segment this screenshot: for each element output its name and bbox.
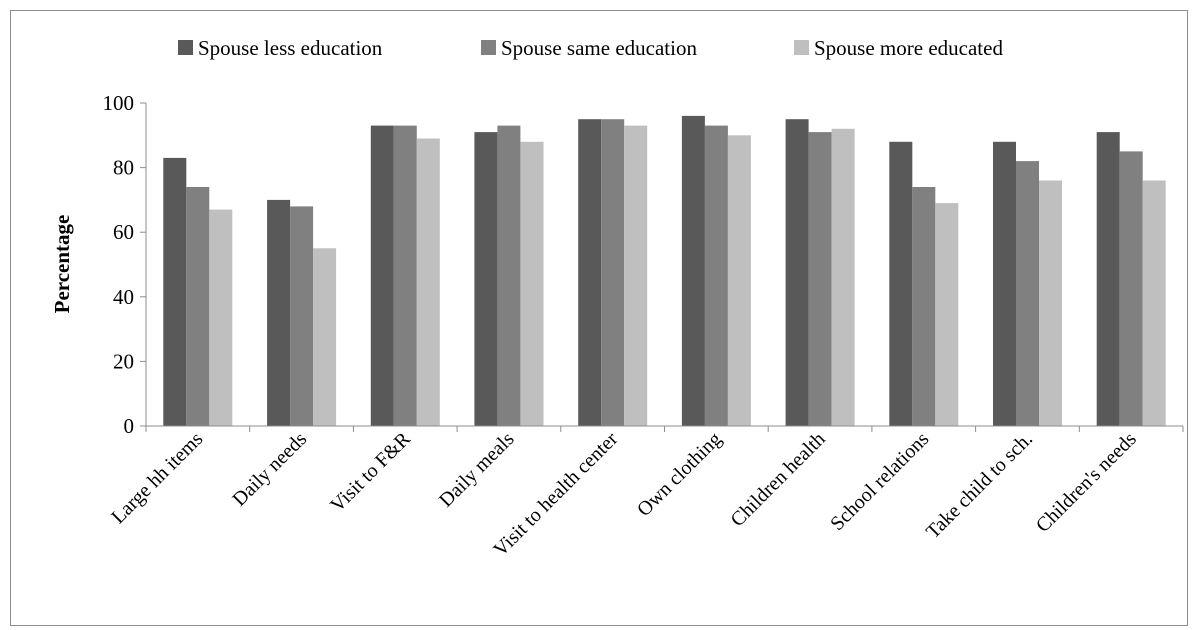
bar-school-relations-spouse-same-education <box>912 187 936 426</box>
y-tick-labels: 0 20 40 60 80 100 <box>103 91 135 438</box>
bar-visit-to-f-r-spouse-less-education <box>370 125 394 426</box>
bar-school-relations-spouse-less-education <box>889 141 913 427</box>
y-tick-label-100: 100 <box>103 91 135 115</box>
bar-children-health-spouse-same-education <box>808 132 832 426</box>
y-tick-label-60: 60 <box>113 220 134 244</box>
category-label-school-relations: School relations <box>826 428 933 535</box>
legend-swatch-spouse-less-education <box>178 40 193 55</box>
bars-layer <box>163 115 1166 427</box>
legend-label-spouse-less-education: Spouse less education <box>198 36 383 60</box>
category-label-large-hh-items: Large hh items <box>107 428 207 528</box>
category-label-daily-meals: Daily meals <box>435 428 519 512</box>
bar-visit-to-health-center-spouse-less-education <box>578 119 602 426</box>
y-tick-label-80: 80 <box>113 156 134 180</box>
legend-label-spouse-more-educated: Spouse more educated <box>814 36 1003 60</box>
category-label-children-health: Children health <box>726 428 829 531</box>
y-tick-label-20: 20 <box>113 349 134 373</box>
legend-swatch-spouse-more-educated <box>794 40 809 55</box>
y-tick-label-40: 40 <box>113 285 134 309</box>
bar-own-clothing-spouse-same-education <box>704 125 728 426</box>
bar-visit-to-health-center-spouse-same-education <box>601 119 625 426</box>
bar-children-health-spouse-less-education <box>785 119 809 426</box>
bar-large-hh-items-spouse-less-education <box>163 157 187 426</box>
bar-children-s-needs-spouse-same-education <box>1119 151 1143 426</box>
category-label-own-clothing: Own clothing <box>633 428 726 521</box>
bar-daily-needs-spouse-same-education <box>290 206 314 426</box>
category-label-take-child-to-sch: Take child to sch. <box>922 428 1037 543</box>
bar-children-s-needs-spouse-less-education <box>1096 132 1120 426</box>
legend-label-spouse-same-education: Spouse same education <box>501 36 697 60</box>
bar-visit-to-f-r-spouse-same-education <box>393 125 417 426</box>
bar-daily-meals-spouse-same-education <box>497 125 521 426</box>
bar-take-child-to-sch-spouse-less-education <box>993 141 1016 427</box>
bar-children-health-spouse-more-educated <box>831 128 855 427</box>
category-labels: Large hh items Daily needs Visit to F&R Dai… <box>107 428 1141 561</box>
category-label-visit-to-f-r: Visit to F&R <box>326 428 415 517</box>
bar-large-hh-items-spouse-more-educated <box>209 209 233 426</box>
bar-daily-needs-spouse-less-education <box>267 199 291 426</box>
bar-school-relations-spouse-more-educated <box>935 203 959 426</box>
bar-own-clothing-spouse-less-education <box>681 115 705 427</box>
legend-swatch-spouse-same-education <box>481 40 496 55</box>
bar-take-child-to-sch-spouse-same-education <box>1016 161 1039 426</box>
bar-take-child-to-sch-spouse-more-educated <box>1039 180 1062 426</box>
y-tick-label-0: 0 <box>124 414 135 438</box>
bar-visit-to-health-center-spouse-more-educated <box>624 125 648 426</box>
bar-children-s-needs-spouse-more-educated <box>1142 180 1166 426</box>
bar-daily-needs-spouse-more-educated <box>313 248 337 426</box>
bar-visit-to-f-r-spouse-more-educated <box>416 138 440 426</box>
bar-own-clothing-spouse-more-educated <box>727 135 751 427</box>
y-axis-title: Percentage <box>50 215 74 314</box>
axes-layer <box>140 102 1184 432</box>
bar-daily-meals-spouse-less-education <box>474 132 498 426</box>
category-label-children-s-needs: Children's needs <box>1032 428 1141 537</box>
bar-large-hh-items-spouse-same-education <box>186 187 210 426</box>
bar-daily-meals-spouse-more-educated <box>520 141 544 427</box>
category-label-daily-needs: Daily needs <box>228 428 311 511</box>
legend: Spouse less education Spouse same educat… <box>178 36 1003 60</box>
